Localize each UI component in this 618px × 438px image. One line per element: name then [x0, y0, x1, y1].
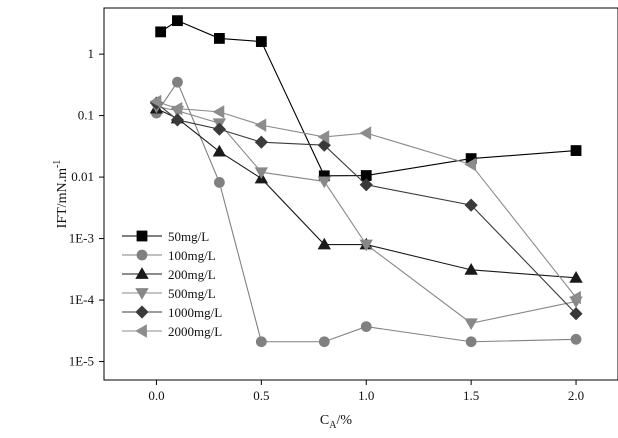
series-line — [156, 100, 577, 298]
data-point — [212, 105, 225, 119]
series-100mg/L — [151, 76, 582, 348]
data-point — [254, 135, 268, 149]
y-tick-label: 0.01 — [71, 169, 94, 184]
y-tick-label: 1E-5 — [69, 354, 94, 369]
data-point — [570, 145, 582, 156]
series-line — [156, 108, 577, 279]
x-tick-label: 1.0 — [358, 388, 374, 403]
data-point — [254, 118, 267, 132]
series-1000mg/L — [149, 96, 583, 321]
legend-label: 50mg/L — [168, 229, 209, 244]
series-line — [156, 102, 577, 315]
data-point — [464, 263, 478, 275]
data-point — [464, 318, 478, 331]
x-axis-label-unit: /% — [337, 413, 353, 428]
legend-marker — [135, 324, 147, 338]
data-point — [212, 144, 227, 157]
data-point — [317, 237, 331, 250]
legend-label: 2000mg/L — [168, 324, 222, 339]
legend-marker — [135, 305, 149, 319]
legend-label: 200mg/L — [168, 267, 216, 282]
data-point — [255, 336, 267, 348]
x-tick-label: 0.5 — [253, 388, 269, 403]
series-line — [155, 81, 577, 343]
axis-ticks: 0.0 0.5 1.0 1.5 2.0 1E-5 1E-4 1E-3 0.01 0.1 1 — [69, 46, 584, 403]
y-tick-label: 1 — [88, 46, 95, 61]
data-point — [170, 113, 184, 127]
legend-marker — [136, 249, 148, 261]
data-point — [213, 33, 225, 44]
data-point — [359, 178, 373, 192]
data-point — [569, 307, 583, 321]
data-point — [212, 122, 226, 136]
series-line — [160, 20, 577, 177]
data-point — [213, 176, 225, 188]
y-tick-label: 1E-3 — [69, 231, 94, 246]
data-series — [149, 15, 583, 348]
y-tick-label: 1E-4 — [69, 292, 95, 307]
legend: 50mg/L 100mg/L 200mg/L 500mg/L 1000mg/L 2000m… — [122, 229, 222, 339]
data-point — [464, 157, 477, 172]
y-tick-label: 0.1 — [78, 108, 94, 123]
data-point — [317, 176, 331, 189]
legend-marker — [136, 230, 148, 242]
data-point — [570, 333, 582, 345]
series-2000mg/L — [149, 94, 581, 305]
data-point — [569, 290, 581, 305]
data-point — [155, 26, 167, 38]
data-point — [172, 76, 183, 88]
x-axis-label: CA/% — [320, 413, 352, 431]
axes — [103, 7, 618, 381]
legend-label: 100mg/L — [168, 248, 216, 263]
y-axis-label-superscript: -1 — [52, 160, 63, 168]
data-point — [149, 94, 162, 109]
data-point — [254, 167, 269, 180]
data-point — [359, 239, 373, 252]
data-point — [172, 15, 183, 27]
data-point — [360, 321, 372, 333]
data-point — [359, 126, 372, 140]
legend-marker — [135, 267, 149, 279]
y-axis-label: IFT/mN.m-1 — [52, 160, 70, 229]
x-axis-label-subscript: A — [329, 420, 337, 431]
plot-frame — [103, 7, 618, 381]
data-point — [317, 130, 330, 144]
legend-label: 500mg/L — [168, 286, 216, 301]
data-point — [464, 198, 478, 212]
data-point — [465, 336, 477, 348]
x-tick-label: 0.0 — [148, 388, 164, 403]
data-point — [318, 336, 330, 348]
legend-label: 1000mg/L — [168, 305, 222, 320]
axis-labels: CA/% IFT/mN.m-1 — [52, 160, 352, 431]
legend-marker — [135, 288, 149, 300]
data-point — [170, 101, 183, 116]
x-tick-label: 2.0 — [568, 388, 584, 403]
x-tick-label: 1.5 — [463, 388, 479, 403]
series-line — [156, 106, 577, 324]
data-point — [569, 271, 583, 283]
data-point — [255, 36, 267, 47]
